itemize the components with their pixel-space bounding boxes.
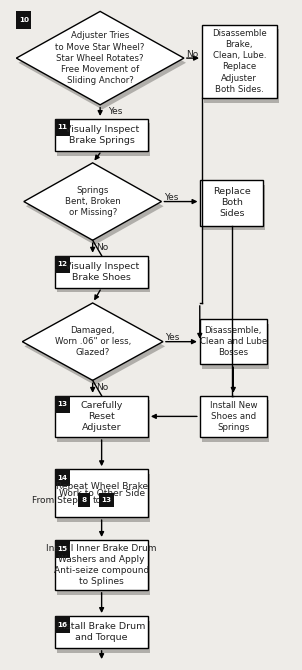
- Text: No: No: [96, 383, 108, 392]
- FancyBboxPatch shape: [200, 396, 267, 437]
- FancyBboxPatch shape: [16, 11, 31, 29]
- Polygon shape: [16, 11, 184, 105]
- Text: Springs
Bent, Broken
or Missing?: Springs Bent, Broken or Missing?: [65, 186, 120, 217]
- Polygon shape: [18, 16, 186, 109]
- FancyBboxPatch shape: [57, 620, 150, 653]
- Text: Replace
Both
Sides: Replace Both Sides: [213, 188, 251, 218]
- Text: Install New
Shoes and
Springs: Install New Shoes and Springs: [210, 401, 257, 432]
- FancyBboxPatch shape: [55, 616, 70, 633]
- FancyBboxPatch shape: [202, 324, 269, 369]
- FancyBboxPatch shape: [55, 469, 148, 517]
- Text: to: to: [93, 496, 102, 505]
- FancyBboxPatch shape: [57, 545, 150, 595]
- Text: 10: 10: [19, 17, 29, 23]
- Text: Disassemble
Brake,
Clean, Lube.
Replace
Adjuster
Both Sides.: Disassemble Brake, Clean, Lube. Replace …: [212, 29, 267, 94]
- FancyBboxPatch shape: [202, 25, 277, 98]
- Text: Yes: Yes: [164, 193, 178, 202]
- Text: From Step: From Step: [32, 496, 78, 505]
- Text: 15: 15: [58, 546, 68, 552]
- FancyBboxPatch shape: [57, 401, 150, 442]
- FancyBboxPatch shape: [200, 180, 263, 226]
- FancyBboxPatch shape: [57, 474, 150, 522]
- Polygon shape: [26, 168, 164, 245]
- Text: Yes: Yes: [165, 333, 180, 342]
- Text: 16: 16: [58, 622, 68, 628]
- FancyBboxPatch shape: [202, 401, 269, 442]
- Text: No: No: [96, 243, 108, 252]
- FancyBboxPatch shape: [57, 260, 150, 292]
- Text: Adjuster Tries
to Move Star Wheel?
Star Wheel Rotates?
Free Movement of
Sliding : Adjuster Tries to Move Star Wheel? Star …: [56, 31, 145, 85]
- Text: Install Inner Brake Drum
Washers and Apply
Anti-seize compound
to Splines: Install Inner Brake Drum Washers and App…: [47, 544, 157, 586]
- Text: 13: 13: [101, 497, 111, 503]
- Text: No: No: [186, 50, 198, 58]
- FancyBboxPatch shape: [55, 396, 70, 413]
- Polygon shape: [24, 163, 162, 241]
- Text: Visually Inspect
Brake Shoes: Visually Inspect Brake Shoes: [65, 261, 139, 281]
- FancyBboxPatch shape: [99, 492, 114, 507]
- Text: Install Brake Drum
and Torque: Install Brake Drum and Torque: [57, 622, 146, 642]
- FancyBboxPatch shape: [55, 540, 70, 557]
- FancyBboxPatch shape: [78, 492, 90, 507]
- Text: 8: 8: [82, 497, 87, 503]
- Text: 12: 12: [58, 261, 68, 267]
- FancyBboxPatch shape: [57, 123, 150, 155]
- Text: Carefully
Reset
Adjuster: Carefully Reset Adjuster: [80, 401, 123, 432]
- FancyBboxPatch shape: [55, 616, 148, 648]
- Text: Repeat Wheel Brake: Repeat Wheel Brake: [56, 482, 148, 490]
- FancyBboxPatch shape: [55, 255, 70, 273]
- Text: Damaged,
Worn .06" or less,
Glazed?: Damaged, Worn .06" or less, Glazed?: [55, 326, 131, 357]
- FancyBboxPatch shape: [55, 119, 148, 151]
- Text: 11: 11: [58, 125, 68, 131]
- Text: Disassemble,
Clean and Lube
Bosses: Disassemble, Clean and Lube Bosses: [200, 326, 267, 357]
- Text: 14: 14: [58, 475, 68, 481]
- Polygon shape: [24, 308, 165, 385]
- FancyBboxPatch shape: [200, 319, 267, 364]
- FancyBboxPatch shape: [202, 185, 265, 230]
- Text: 13: 13: [58, 401, 68, 407]
- Text: Yes: Yes: [108, 107, 122, 116]
- FancyBboxPatch shape: [55, 396, 148, 437]
- FancyBboxPatch shape: [204, 29, 279, 103]
- FancyBboxPatch shape: [55, 469, 70, 486]
- Text: Work to Other Side: Work to Other Side: [59, 488, 145, 498]
- FancyBboxPatch shape: [55, 119, 70, 136]
- Text: Visually Inspect
Brake Springs: Visually Inspect Brake Springs: [65, 125, 139, 145]
- FancyBboxPatch shape: [55, 540, 148, 590]
- FancyBboxPatch shape: [55, 255, 148, 287]
- Polygon shape: [22, 303, 163, 381]
